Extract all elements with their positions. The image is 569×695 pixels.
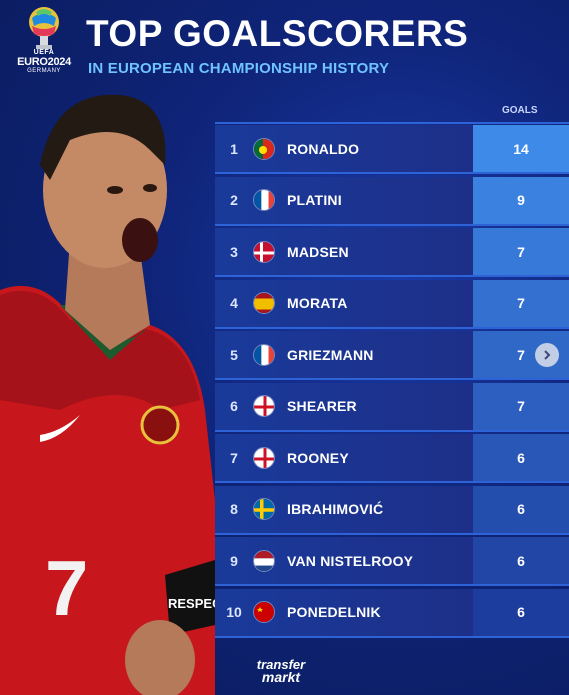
goals-cell: 14 (473, 125, 569, 175)
rank-number: 8 (230, 501, 238, 518)
logo-uefa-text: UEFA (33, 49, 55, 56)
rank-number: 9 (230, 552, 238, 569)
trophy-icon (29, 7, 59, 49)
player-name: ROONEY (287, 449, 349, 466)
goals-cell: 6 (473, 537, 569, 587)
spain-flag-icon (253, 292, 275, 315)
goals-cell: 7 (473, 228, 569, 278)
player-cell: 9 VAN NISTELROOY (215, 537, 473, 587)
logo-country-text: GERMANY (27, 68, 61, 74)
rank-number: 6 (230, 398, 238, 415)
rank-number: 3 (230, 243, 238, 260)
player-cell: 2 PLATINI (215, 176, 473, 226)
rank-number: 5 (230, 346, 238, 363)
euro2024-logo: UEFA EURO2024 GERMANY (8, 6, 80, 88)
page-title: TOP GOALSCORERS (86, 13, 469, 54)
netherlands-flag-icon (253, 549, 275, 572)
table-row: 8 IBRAHIMOVIĆ 6 (215, 485, 569, 537)
player-name: MORATA (287, 295, 348, 312)
rank-number: 2 (230, 192, 238, 209)
table-row: 4 MORATA 7 (215, 279, 569, 331)
table-row: 7 ROONEY 6 (215, 433, 569, 485)
sweden-flag-icon (253, 498, 275, 521)
logo-euro-text: EURO2024 (17, 56, 71, 68)
player-name: PONEDELNIK (287, 604, 381, 621)
player-name: SHEARER (287, 398, 357, 415)
table-row: 3 MADSEN 7 (215, 227, 569, 279)
goals-column-header: GOALS (502, 105, 538, 116)
next-slide-button[interactable] (535, 343, 559, 367)
player-name: GRIEZMANN (287, 346, 374, 363)
player-name: IBRAHIMOVIĆ (287, 501, 384, 518)
player-cell: 6 SHEARER (215, 382, 473, 432)
goals-cell: 7 (473, 382, 569, 432)
goals-cell: 6 (473, 588, 569, 638)
france-flag-icon (253, 343, 275, 366)
player-cell: 1 RONALDO (215, 125, 473, 175)
rank-number: 1 (230, 140, 238, 157)
table-row: 6 SHEARER 7 (215, 382, 569, 434)
england-flag-icon (253, 395, 275, 418)
brand-line-1: transfer (256, 657, 306, 672)
page-subtitle: IN EUROPEAN CHAMPIONSHIP HISTORY (88, 60, 390, 77)
rank-number: 7 (230, 449, 238, 466)
player-name: MADSEN (287, 243, 349, 260)
soviet-union-flag-icon (253, 601, 275, 624)
player-cell: 5 GRIEZMANN (215, 331, 473, 381)
scorers-table: 1 RONALDO 14 2 PLATINI 9 3 MADSEN 7 4 MORATA 7 5 GRIE… (215, 122, 569, 639)
england-flag-icon (253, 446, 275, 469)
rank-number: 10 (226, 604, 242, 621)
player-name: VAN NISTELROOY (287, 552, 414, 569)
table-row: 10 PONEDELNIK 6 (215, 588, 569, 640)
goals-cell: 6 (473, 485, 569, 535)
goals-cell: 6 (473, 434, 569, 484)
player-cell: 4 MORATA (215, 279, 473, 329)
table-row: 5 GRIEZMANN 7 (215, 330, 569, 382)
shirt-number: 7 (45, 544, 88, 632)
player-name: PLATINI (287, 192, 342, 209)
rank-number: 4 (230, 295, 238, 312)
player-illustration: 7 RESPEC (0, 94, 222, 695)
table-row: 1 RONALDO 14 (215, 124, 569, 176)
goals-cell: 9 (473, 176, 569, 226)
brand-line-2: markt (261, 669, 301, 685)
goals-cell: 7 (473, 279, 569, 329)
player-cell: 7 ROONEY (215, 434, 473, 484)
france-flag-icon (253, 189, 275, 212)
table-row: 2 PLATINI 9 (215, 176, 569, 228)
player-cell: 3 MADSEN (215, 228, 473, 278)
portugal-flag-icon (253, 137, 275, 160)
armband-text: RESPEC (168, 596, 222, 611)
chevron-right-icon (544, 350, 551, 360)
transfermarkt-logo: transfer markt (241, 658, 321, 690)
denmark-flag-icon (253, 240, 275, 263)
player-name: RONALDO (287, 140, 360, 157)
player-cell: 10 PONEDELNIK (215, 588, 473, 638)
table-row: 9 VAN NISTELROOY 6 (215, 536, 569, 588)
player-cell: 8 IBRAHIMOVIĆ (215, 485, 473, 535)
